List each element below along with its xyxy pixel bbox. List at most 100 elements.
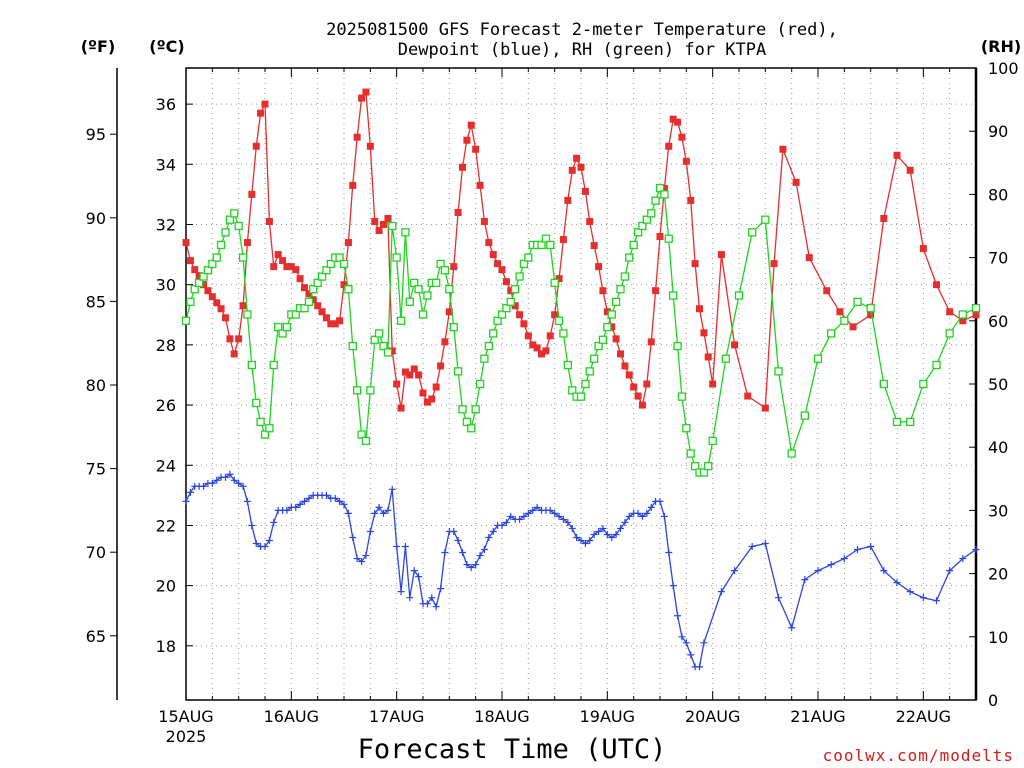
data-point-dewpoint [946,567,954,575]
data-point-temperature [972,311,980,319]
data-point-relative_humidity [449,322,458,332]
data-point-relative_humidity [190,285,199,294]
data-point-relative_humidity [401,228,410,237]
data-point-dewpoint [252,540,260,548]
data-point-dewpoint [322,491,330,499]
data-point-temperature [687,196,695,204]
data-point-dewpoint [235,479,243,487]
data-point-relative_humidity [524,253,533,262]
data-point-temperature [428,395,436,403]
data-point-temperature [393,380,401,388]
data-point-temperature [792,178,800,186]
data-point-dewpoint [208,479,216,487]
data-point-dewpoint [603,530,611,538]
data-point-temperature [678,133,686,141]
data-point-dewpoint [380,509,387,517]
data-point-relative_humidity [462,417,472,427]
data-point-relative_humidity [440,266,450,275]
data-point-temperature [595,263,603,271]
data-point-temperature [516,311,524,319]
rh-tick-label: 0 [988,691,998,710]
data-point-dewpoint [498,521,506,529]
data-point-dewpoint [638,512,646,520]
chart-title-line-1: 2025081500 GFS Forecast 2-meter Temperat… [326,20,838,40]
data-point-dewpoint [893,579,901,587]
data-point-relative_humidity [392,253,401,262]
data-point-temperature [577,163,585,171]
data-point-relative_humidity [317,272,327,281]
data-point-temperature [573,154,581,162]
data-point-relative_humidity [339,259,349,269]
data-point-relative_humidity [225,215,235,224]
data-point-temperature [406,371,414,379]
data-point-relative_humidity [300,304,309,313]
data-point-dewpoint [344,509,352,517]
data-point-relative_humidity [625,253,634,262]
data-point-relative_humidity [458,405,467,414]
data-point-dewpoint [340,500,348,508]
data-point-relative_humidity [581,379,590,389]
data-point-dewpoint [375,503,383,511]
data-point-dewpoint [476,552,484,560]
data-point-dewpoint [406,594,414,602]
data-point-temperature [568,166,576,174]
data-point-relative_humidity [603,322,612,332]
data-point-temperature [761,404,769,412]
data-point-temperature [647,338,655,346]
data-point-dewpoint [432,603,440,611]
celsius-tick-label: 30 [156,276,176,295]
data-point-dewpoint [296,500,304,508]
data-point-temperature [450,263,458,271]
data-point-relative_humidity [686,449,695,458]
data-point-relative_humidity [699,468,709,477]
rh-tick-label: 10 [988,628,1008,647]
data-point-relative_humidity [238,253,248,262]
data-point-temperature [252,142,260,150]
data-point-dewpoint [634,509,642,517]
data-point-relative_humidity [840,316,849,325]
celsius-unit-label: (ºC) [149,37,184,56]
series-dewpoint [182,470,980,671]
data-point-temperature [375,227,383,235]
data-point-relative_humidity [405,297,414,306]
data-point-relative_humidity [748,228,757,237]
data-point-temperature [401,368,409,376]
data-point-temperature [283,263,291,271]
data-point-relative_humidity [475,379,485,389]
data-point-temperature [301,284,308,292]
data-point-temperature [274,251,282,259]
data-point-temperature [634,392,642,400]
fahrenheit-tick-label: 80 [86,376,106,395]
data-point-dewpoint [213,476,221,484]
data-point-temperature [533,344,541,352]
data-point-dewpoint [625,512,633,520]
rh-tick-label: 90 [988,122,1008,141]
rh-unit-label: (RH) [981,37,1021,56]
data-point-temperature [704,353,712,361]
data-point-relative_humidity [493,316,502,325]
data-point-temperature [805,254,813,262]
data-point-dewpoint [717,588,725,596]
series-temperature [182,88,980,412]
data-point-dewpoint [336,497,344,505]
data-point-dewpoint [775,594,782,602]
data-point-temperature [621,362,629,370]
data-point-dewpoint [801,576,809,584]
data-point-dewpoint [463,561,471,569]
data-point-dewpoint [533,503,541,511]
celsius-tick-label: 24 [156,456,176,475]
fahrenheit-tick-label: 70 [86,543,106,562]
data-point-temperature [415,371,423,379]
data-point-relative_humidity [673,341,682,351]
celsius-tick-label: 22 [156,516,176,535]
data-point-dewpoint [643,509,651,517]
data-point-relative_humidity [252,398,261,408]
data-point-relative_humidity [471,405,480,414]
data-point-temperature [353,133,361,141]
data-point-relative_humidity [607,310,616,319]
data-point-relative_humidity [195,278,204,288]
data-point-relative_humidity [620,272,630,281]
data-point-temperature [849,323,857,331]
data-point-relative_humidity [774,367,783,376]
data-point-temperature [362,88,370,96]
